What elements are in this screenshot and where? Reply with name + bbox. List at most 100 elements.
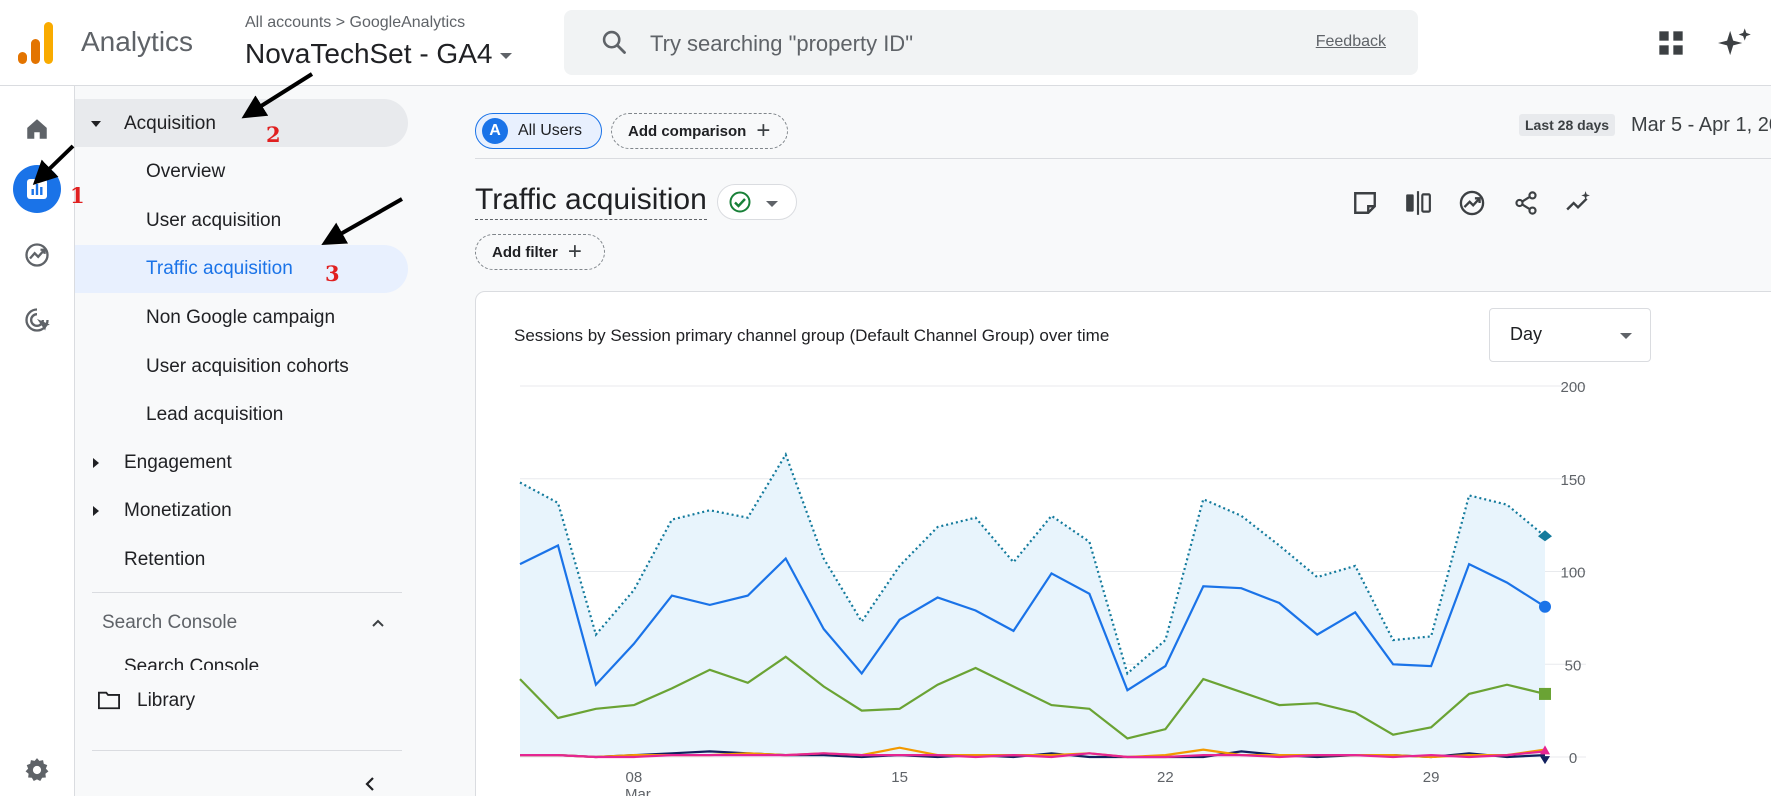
top-bar: Analytics All accounts > GoogleAnalytics… xyxy=(0,0,1771,86)
nav-traffic-acquisition[interactable]: Traffic acquisition xyxy=(146,258,293,279)
series-end-marker xyxy=(1538,530,1552,542)
logo-bar-medium xyxy=(31,39,40,64)
nav-engagement[interactable]: Engagement xyxy=(124,452,232,473)
apps-grid-icon[interactable] xyxy=(1657,29,1685,57)
y-tick-label: 50 xyxy=(1565,657,1582,674)
chart-title: Sessions by Session primary channel grou… xyxy=(514,326,1110,345)
nav-search-console-section[interactable]: Search Console xyxy=(102,612,238,633)
report-status-dropdown[interactable] xyxy=(717,184,797,220)
plus-icon: + xyxy=(756,117,771,144)
property-selector[interactable]: NovaTechSet - GA4 xyxy=(245,38,513,70)
add-comparison-label: Add comparison xyxy=(628,122,747,140)
annotation-number: 2 xyxy=(266,122,281,147)
x-tick-sublabel: Mar xyxy=(625,786,651,796)
share-button[interactable] xyxy=(1506,183,1546,223)
library-area: Library xyxy=(75,670,420,740)
series-end-marker xyxy=(1539,600,1551,613)
explore-icon xyxy=(25,243,49,267)
segment-avatar: A xyxy=(482,118,508,144)
segment-label: All Users xyxy=(518,122,583,139)
chevron-down-icon xyxy=(1620,333,1632,339)
search-icon xyxy=(602,30,626,54)
nav-overview[interactable]: Overview xyxy=(146,161,226,182)
insights-button[interactable] xyxy=(1452,183,1492,223)
nav-lead-acquisition[interactable]: Lead acquisition xyxy=(146,404,284,425)
chevron-up-icon[interactable] xyxy=(370,616,386,632)
add-comparison-button[interactable]: Add comparison + xyxy=(611,113,788,149)
expand-right-icon[interactable] xyxy=(93,506,99,516)
expand-down-icon[interactable] xyxy=(91,121,101,127)
annotation-arrow xyxy=(32,144,75,185)
collapse-nav-icon[interactable] xyxy=(363,776,377,792)
rail-explore[interactable] xyxy=(13,231,61,279)
annotation-arrow xyxy=(321,197,403,245)
settings-icon xyxy=(25,758,49,781)
annotation-number: 3 xyxy=(325,261,340,286)
insights-icon xyxy=(1459,190,1485,216)
insights-sparkle-button[interactable] xyxy=(1558,183,1598,223)
share-icon xyxy=(1515,191,1537,215)
rail-advertising[interactable] xyxy=(13,296,61,344)
expand-right-icon[interactable] xyxy=(93,458,99,468)
toolbar-divider xyxy=(475,158,1771,159)
granularity-value: Day xyxy=(1510,324,1543,344)
logo-bar-small xyxy=(18,52,27,64)
nav-retention[interactable]: Retention xyxy=(124,549,206,570)
compare-button[interactable] xyxy=(1398,183,1438,223)
nav-divider xyxy=(92,592,402,593)
trend-sparkle-icon xyxy=(1566,191,1590,211)
x-tick-label: 15 xyxy=(891,769,908,786)
series-line xyxy=(519,655,1546,740)
annotation-arrow xyxy=(241,72,314,119)
page-title[interactable]: Traffic acquisition xyxy=(475,183,707,220)
nav-acquisition[interactable]: Acquisition xyxy=(124,113,216,134)
nav-divider xyxy=(92,750,402,751)
rail-home[interactable] xyxy=(13,105,61,153)
app-name: Analytics xyxy=(81,26,194,57)
advertising-icon xyxy=(25,308,50,332)
x-tick-label: 08 xyxy=(626,769,643,786)
segment-chip-all-users[interactable]: A All Users xyxy=(475,113,602,149)
check-circle-icon xyxy=(729,191,751,213)
nav-search-console[interactable]: Search Console xyxy=(124,656,260,670)
x-tick-label: 29 xyxy=(1423,769,1440,786)
add-filter-button[interactable]: Add filter + xyxy=(475,234,605,270)
nav-traffic-acquisition-row[interactable] xyxy=(75,245,408,293)
breadcrumb[interactable]: All accounts > GoogleAnalytics xyxy=(245,14,466,31)
nav-library[interactable]: Library xyxy=(137,690,196,711)
logo-bar-large xyxy=(44,22,53,64)
nav-user-acquisition[interactable]: User acquisition xyxy=(146,210,282,231)
analytics-logo-icon[interactable] xyxy=(18,22,54,64)
y-tick-label: 150 xyxy=(1560,472,1585,489)
nav-non-google-campaign[interactable]: Non Google campaign xyxy=(146,307,336,328)
y-tick-label: 0 xyxy=(1569,750,1577,767)
nav-acquisition-row[interactable] xyxy=(75,99,408,147)
series-end-marker xyxy=(1539,687,1551,700)
series-area xyxy=(520,454,1545,757)
series-end-marker xyxy=(1540,745,1550,755)
rail-admin[interactable] xyxy=(13,746,61,794)
home-icon xyxy=(27,119,47,139)
search-input[interactable]: Try searching "property ID" xyxy=(650,31,914,56)
feedback-link[interactable]: Feedback xyxy=(1315,33,1386,50)
reports-nav: Acquisition Overview User acquisition Tr… xyxy=(75,86,420,796)
ai-sparkle-icon[interactable] xyxy=(1718,28,1752,58)
y-tick-label: 100 xyxy=(1560,565,1585,582)
property-name: NovaTechSet - GA4 xyxy=(245,38,493,69)
chevron-down-icon xyxy=(766,201,778,207)
nav-monetization[interactable]: Monetization xyxy=(124,500,232,521)
nav-clipped-row: Search Console xyxy=(75,656,420,670)
granularity-select[interactable]: Day xyxy=(1489,308,1651,362)
nav-user-acquisition-cohorts[interactable]: User acquisition cohorts xyxy=(146,356,349,377)
date-range-picker[interactable]: Mar 5 - Apr 1, 20 xyxy=(1631,114,1771,136)
search-bar[interactable]: Try searching "property ID" Feedback xyxy=(564,10,1418,75)
x-tick-label: 22 xyxy=(1157,769,1174,786)
chevron-down-icon xyxy=(500,53,513,59)
customize-report-button[interactable] xyxy=(1345,183,1385,223)
note-icon xyxy=(1354,192,1376,214)
date-preset-label[interactable]: Last 28 days xyxy=(1519,114,1616,136)
folder-icon xyxy=(98,691,120,710)
series-line xyxy=(520,750,1546,759)
